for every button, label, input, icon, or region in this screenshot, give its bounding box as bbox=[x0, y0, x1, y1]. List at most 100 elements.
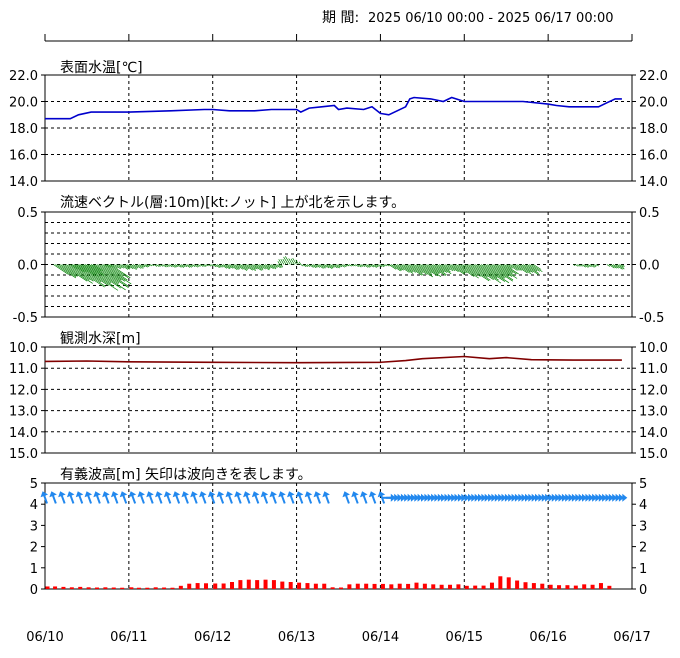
x-axis-labels: 06/10 06/11 06/12 06/13 06/14 06/15 06/16 06/17 bbox=[26, 630, 650, 645]
temperature-panel: 表面水温[℃] 22.0 20.0 18.0 16.0 14.0 22.0 20.0 18.0… bbox=[9, 60, 668, 190]
current-vector bbox=[392, 264, 403, 271]
wave-height-bar bbox=[78, 586, 83, 589]
wave-arrow bbox=[137, 491, 145, 504]
current-vector bbox=[455, 264, 475, 277]
wave-height-bar bbox=[305, 583, 310, 589]
current-vector bbox=[241, 264, 249, 270]
current-vector bbox=[585, 264, 590, 268]
y-tick-label-left: 4 bbox=[30, 498, 38, 513]
wave-height-bar bbox=[213, 583, 218, 589]
current-vector bbox=[153, 264, 158, 267]
current-vector bbox=[101, 264, 132, 285]
current-vector bbox=[382, 264, 386, 267]
current-vector bbox=[254, 264, 264, 271]
wave-height-bar bbox=[481, 585, 486, 589]
current-vector bbox=[361, 264, 366, 268]
current-vector bbox=[422, 264, 442, 277]
y-tick-label-right: 0 bbox=[639, 583, 647, 598]
wave-height-bar bbox=[598, 583, 603, 589]
y-tick-label-left: 13.0 bbox=[9, 405, 38, 420]
current-vector bbox=[132, 264, 139, 269]
current-vector bbox=[243, 264, 254, 271]
wave-arrow bbox=[84, 491, 93, 504]
wave-height-bar bbox=[221, 583, 226, 589]
wave-arrow bbox=[377, 491, 386, 504]
wave-height-bar bbox=[136, 587, 141, 589]
current-vector bbox=[518, 264, 531, 273]
wave-height-bar bbox=[162, 587, 167, 589]
current-vector bbox=[302, 264, 307, 268]
current-vector bbox=[84, 264, 100, 275]
current-vector bbox=[499, 264, 513, 274]
current-vector bbox=[317, 264, 324, 269]
current-vector bbox=[260, 264, 270, 271]
current-vector bbox=[128, 264, 137, 270]
current-vector bbox=[141, 264, 146, 268]
y-tick-label-right: 11.0 bbox=[639, 362, 668, 377]
current-vector bbox=[577, 264, 581, 267]
current-vector bbox=[130, 264, 138, 269]
y-tick-label-left: 0 bbox=[30, 583, 38, 598]
current-vector bbox=[149, 264, 153, 267]
current-vector bbox=[359, 264, 363, 267]
current-vector bbox=[533, 264, 542, 270]
current-vector bbox=[155, 264, 160, 267]
current-vector bbox=[449, 264, 465, 275]
current-vector bbox=[275, 264, 281, 269]
current-vector bbox=[227, 264, 234, 269]
current-vector bbox=[405, 264, 423, 276]
current-vector bbox=[346, 264, 349, 266]
wave-arrow bbox=[251, 491, 260, 504]
current-vector bbox=[407, 264, 424, 276]
wave-arrow bbox=[360, 491, 368, 504]
current-vector bbox=[116, 264, 122, 269]
current-vector bbox=[610, 264, 617, 269]
current-vector bbox=[315, 264, 321, 268]
current-vector bbox=[237, 264, 248, 271]
wave-height-bar bbox=[238, 580, 243, 589]
wave-height-bar bbox=[489, 582, 494, 589]
current-vector bbox=[413, 264, 434, 278]
current-vector bbox=[510, 264, 520, 271]
current-vector bbox=[394, 264, 404, 271]
wave-height-bar bbox=[145, 587, 150, 589]
wave-height-bar bbox=[422, 583, 427, 589]
wave-height-bar bbox=[297, 582, 302, 589]
wave-height-bar bbox=[498, 576, 503, 589]
y-tick-label-left: 11.0 bbox=[9, 362, 38, 377]
wave-arrow bbox=[278, 491, 286, 504]
wave-arrow bbox=[269, 491, 277, 504]
wave-arrow bbox=[40, 491, 49, 504]
wave-height-bar bbox=[406, 583, 411, 589]
wave-height-bar bbox=[389, 584, 394, 589]
current-vector bbox=[176, 264, 182, 268]
current-vector bbox=[526, 264, 538, 272]
current-vector bbox=[478, 264, 506, 282]
current-vector bbox=[53, 264, 69, 275]
current-vector bbox=[283, 256, 289, 265]
current-vector bbox=[342, 264, 347, 268]
current-vector bbox=[615, 264, 623, 270]
y-tick-label-left: 18.0 bbox=[9, 122, 38, 137]
current-vector bbox=[516, 264, 532, 275]
wave-height-bar bbox=[523, 582, 528, 589]
current-vector bbox=[168, 264, 173, 268]
current-vector bbox=[441, 264, 450, 271]
wave-height-bar bbox=[153, 587, 158, 589]
wave-arrow bbox=[304, 491, 313, 504]
current-vector bbox=[229, 264, 238, 270]
wave-arrow bbox=[322, 491, 330, 504]
wave-title: 有義波高[m] 矢印は波向きを表します。 bbox=[60, 466, 312, 483]
current-vector bbox=[235, 264, 244, 270]
y-tick-label-left: 12.0 bbox=[9, 383, 38, 398]
current-vector bbox=[103, 264, 107, 267]
current-vector bbox=[214, 264, 220, 268]
current-vector bbox=[445, 264, 456, 272]
wave-height-bar bbox=[330, 587, 335, 589]
y-tick-label-right: 5 bbox=[639, 477, 647, 492]
wave-height-bar bbox=[230, 582, 235, 589]
current-vector bbox=[501, 264, 517, 275]
current-vector bbox=[292, 257, 297, 265]
current-vector bbox=[311, 264, 317, 269]
